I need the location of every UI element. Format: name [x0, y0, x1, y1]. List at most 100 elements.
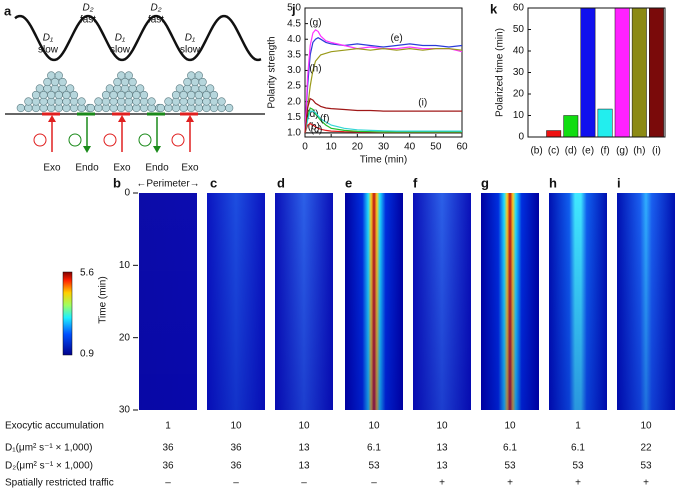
y-tick-label: 10	[513, 110, 525, 121]
arrow-head	[153, 146, 161, 153]
cell: 53	[368, 461, 380, 472]
x-tick-label: (h)	[633, 146, 645, 157]
cell: 6.1	[571, 443, 585, 454]
cell: 10	[640, 421, 652, 432]
colorbar-max: 5.6	[80, 268, 94, 279]
row-label: D₂(μm² s⁻¹ × 1,000)	[5, 461, 93, 472]
colorbar-min: 0.9	[80, 349, 94, 360]
y-tick-label: 0	[124, 188, 130, 199]
kymograph-fade	[481, 193, 539, 410]
bar	[631, 7, 647, 138]
panel-letter: j	[291, 1, 296, 16]
cell: 6.1	[367, 443, 381, 454]
y-tick-label: 3.0	[287, 65, 301, 76]
cell: 13	[298, 443, 310, 454]
particle	[54, 71, 63, 80]
panel-letter: e	[345, 175, 352, 190]
x-tick-label: (g)	[616, 146, 628, 157]
bar	[563, 115, 579, 138]
y-tick-label: 30	[119, 405, 131, 416]
particle	[175, 84, 184, 93]
slow-symbol: D₁	[43, 33, 53, 44]
cell: –	[233, 478, 239, 488]
panel-letter: g	[481, 175, 489, 190]
cell: 10	[368, 421, 380, 432]
y-tick-label: 3.5	[287, 49, 301, 60]
cell: –	[301, 478, 307, 488]
particle	[124, 71, 133, 80]
x-tick-label: 60	[456, 142, 468, 153]
x-tick-label: 50	[430, 142, 442, 153]
kymograph-fade	[345, 193, 403, 410]
x-tick-label: (i)	[652, 146, 661, 157]
series-line	[304, 110, 462, 134]
series-label: (f)	[320, 114, 329, 125]
cell: 1	[165, 421, 171, 432]
particle	[198, 77, 207, 87]
slow-symbol: D₁	[185, 33, 195, 44]
y-tick-label: 5.0	[287, 3, 301, 14]
particle	[194, 71, 203, 80]
y-tick-label: 1.0	[287, 128, 301, 139]
series-label: (c)	[311, 124, 323, 135]
particle	[217, 97, 226, 106]
bar	[580, 7, 596, 138]
cell: 36	[162, 443, 174, 454]
panel-letter: k	[490, 1, 498, 16]
y-tick-label: 60	[513, 3, 525, 14]
cell: 22	[640, 443, 652, 454]
series-label: (e)	[390, 33, 402, 44]
x-tick-label: (c)	[548, 146, 560, 157]
fast-symbol: D₂	[82, 3, 93, 14]
kymograph-fade	[207, 193, 265, 410]
perimeter-label: ←Perimeter→	[136, 179, 199, 190]
particle	[16, 103, 25, 113]
panel-letter: b	[113, 175, 121, 190]
x-tick-label: (b)	[530, 146, 542, 157]
cell: 53	[504, 461, 516, 472]
fast-text: fast	[148, 15, 164, 26]
series-line	[304, 97, 462, 133]
fast-symbol: D₂	[150, 3, 161, 14]
y-tick-label: 4.5	[287, 18, 301, 29]
cell: 1	[575, 421, 581, 432]
y-tick-label: 0	[518, 132, 524, 143]
cell: 6.1	[503, 443, 517, 454]
bar	[648, 7, 664, 138]
parameter-table: Exocytic accumulation 1 10 10 10 10 10 1 10 D₁(μm…	[5, 421, 652, 488]
panel-letter: i	[617, 175, 621, 190]
series-line	[304, 29, 463, 133]
particle	[58, 77, 67, 87]
cell: –	[371, 478, 377, 488]
bar	[597, 108, 613, 138]
slow-text: slow	[38, 45, 59, 56]
cell: 36	[230, 461, 242, 472]
arrow-head	[186, 115, 194, 122]
row-label: D₁(μm² s⁻¹ × 1,000)	[5, 443, 93, 454]
kymograph-fade	[275, 193, 333, 410]
panel-letter: d	[277, 175, 285, 190]
cell: 13	[436, 461, 448, 472]
panel-letter: h	[549, 175, 557, 190]
particle	[128, 77, 137, 87]
particle	[147, 97, 156, 106]
vesicle-loop	[171, 133, 185, 147]
arrow-label: Exo	[113, 163, 131, 174]
panel-letter: a	[4, 3, 12, 18]
panel-k: k 0 10 20 30 40 50 60 Polarized time (min) (b) (c)…	[490, 1, 666, 157]
particle	[35, 84, 44, 93]
y-axis-label: Polarized time (min)	[495, 28, 506, 117]
arrow-head	[48, 115, 56, 122]
y-tick-label: 2.5	[287, 81, 301, 92]
particle	[69, 90, 79, 100]
row-label: Spatially restricted traffic	[5, 478, 114, 488]
y-tick-label: 1.5	[287, 112, 301, 123]
y-tick-label: 20	[119, 332, 131, 343]
cell: +	[439, 478, 445, 488]
arrow-head	[118, 115, 126, 122]
cell: 36	[230, 443, 242, 454]
plot-frame	[527, 7, 666, 138]
x-tick-label: 40	[404, 142, 416, 153]
